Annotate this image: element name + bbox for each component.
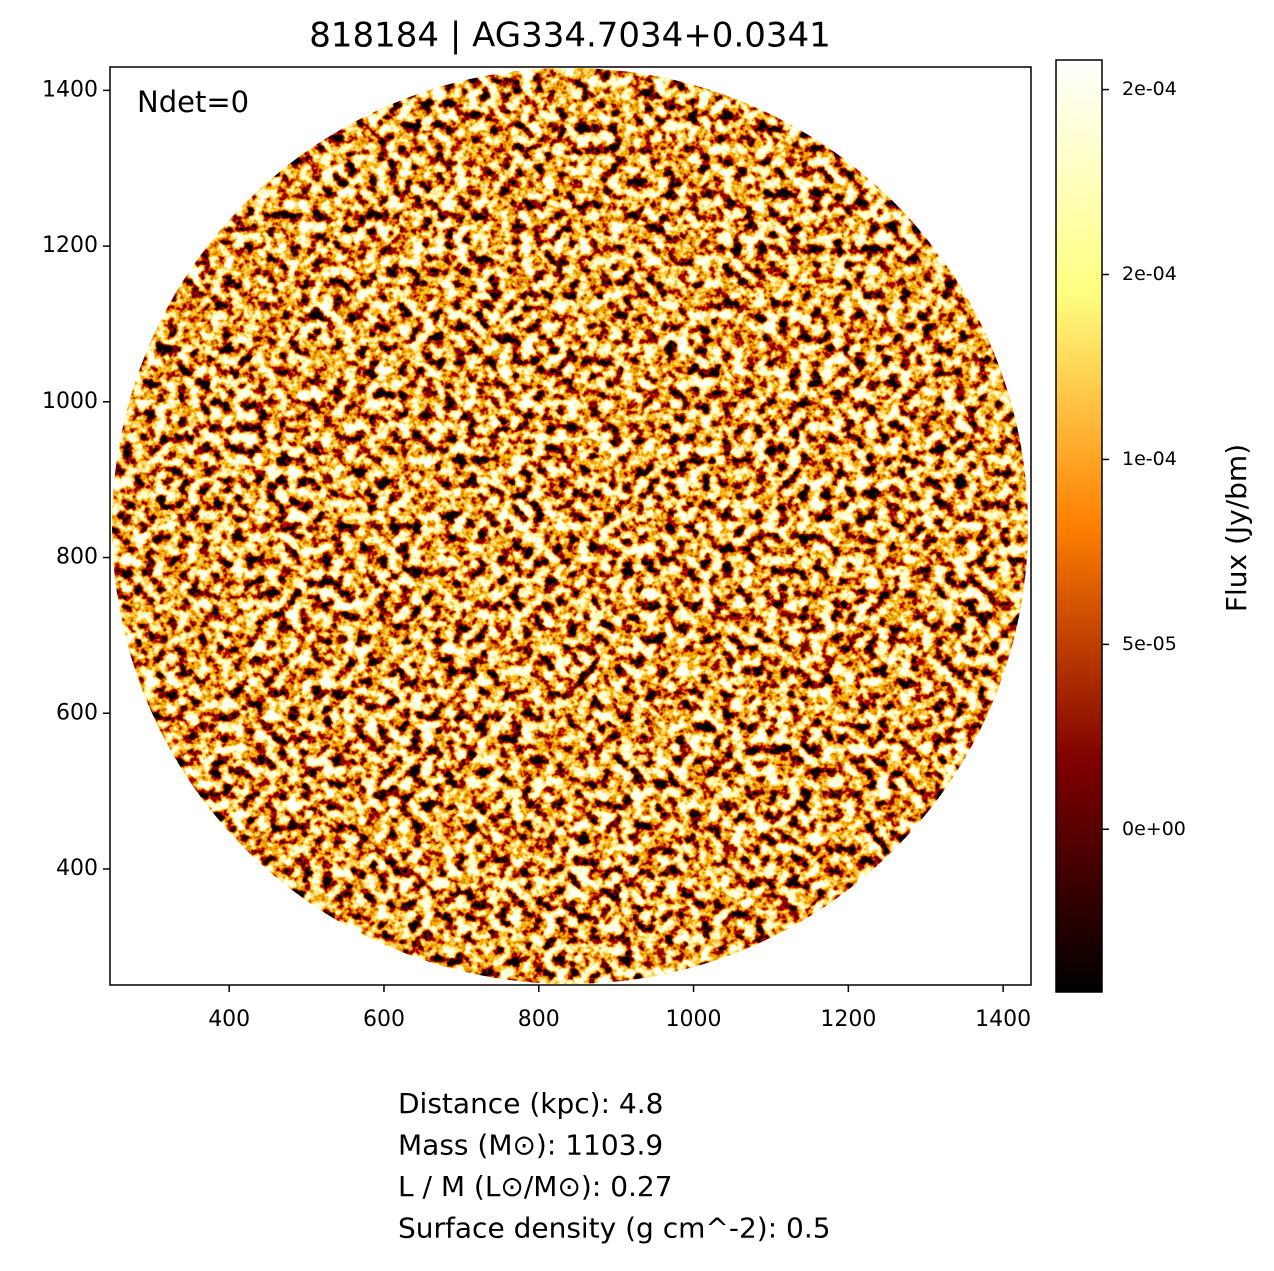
info-line: L / M (L⊙/M⊙): 0.27	[398, 1170, 673, 1203]
y-tick-label: 1200	[42, 233, 98, 258]
colorbar-tick-label: 2e-04	[1122, 263, 1177, 285]
x-tick-label: 800	[518, 1007, 560, 1032]
x-tick-label: 600	[363, 1007, 405, 1032]
colorbar	[1055, 59, 1103, 993]
image-map	[112, 68, 1028, 984]
colorbar-tick-label: 1e-04	[1122, 448, 1177, 470]
y-tick-label: 1000	[42, 389, 98, 414]
chart-title: 818184 | AG334.7034+0.0341	[309, 16, 831, 56]
y-tick-label: 600	[56, 700, 98, 725]
info-line: Surface density (g cm^-2): 0.5	[398, 1212, 831, 1245]
y-tick-label: 1400	[42, 77, 98, 102]
info-block: Distance (kpc): 4.8 Mass (M⊙): 1103.9 L / …	[398, 1087, 831, 1245]
x-tick-label: 1400	[975, 1007, 1031, 1032]
colorbar-tick-label: 0e+00	[1122, 818, 1186, 840]
x-tick-label: 400	[208, 1007, 250, 1032]
x-tick-label: 1000	[666, 1007, 722, 1032]
x-tick-label: 1200	[820, 1007, 876, 1032]
info-line: Mass (M⊙): 1103.9	[398, 1129, 663, 1162]
y-tick-label: 400	[56, 856, 98, 881]
colorbar-label: Flux (Jy/bm)	[1220, 444, 1253, 612]
info-line: Distance (kpc): 4.8	[398, 1087, 663, 1120]
annotation: Ndet=0	[137, 85, 249, 119]
axes-frame	[109, 66, 1032, 986]
colorbar-tick-label: 2e-04	[1122, 78, 1177, 100]
y-tick-label: 800	[56, 545, 98, 570]
colorbar-tick-label: 5e-05	[1122, 633, 1177, 655]
